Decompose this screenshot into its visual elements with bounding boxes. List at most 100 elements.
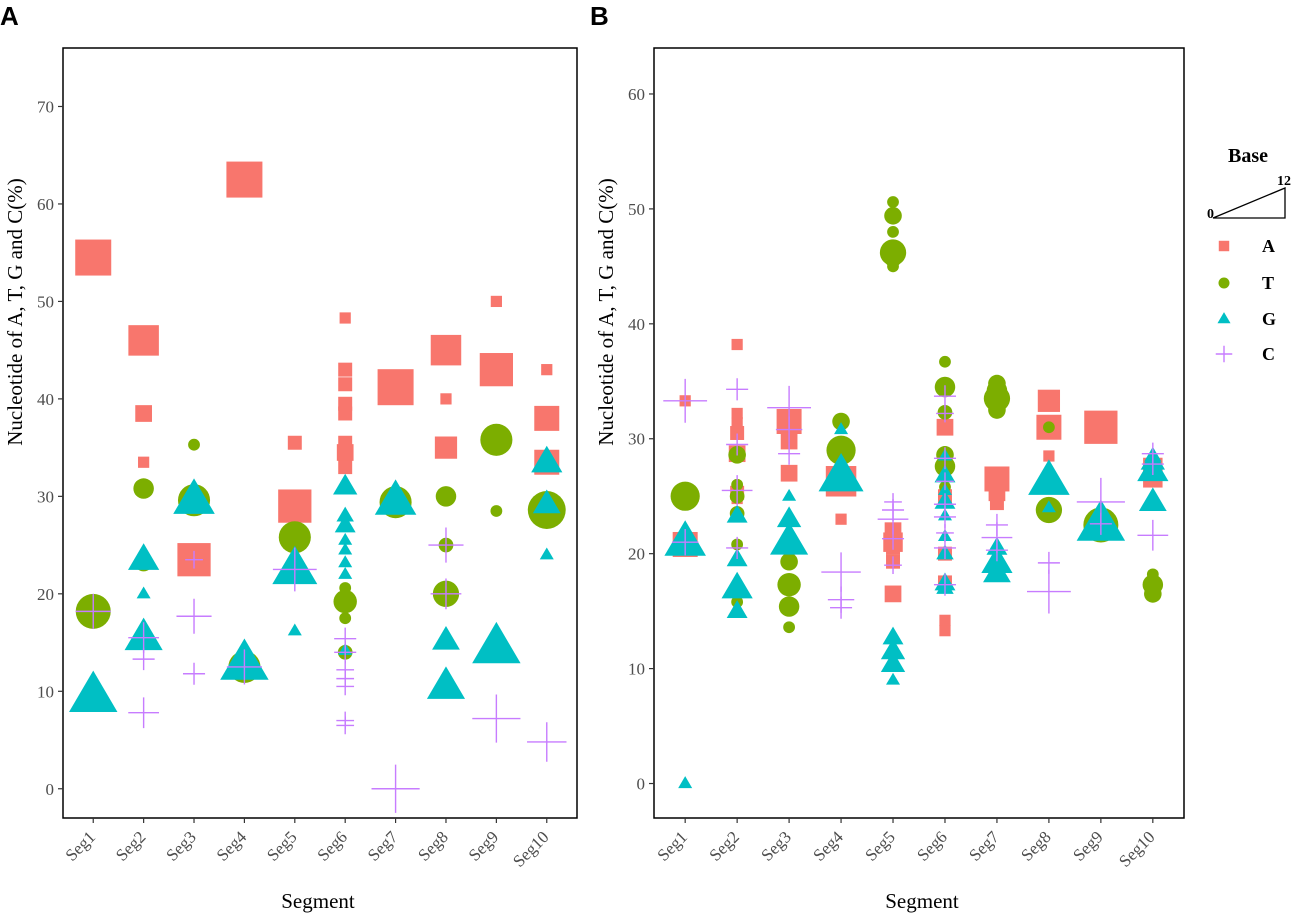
point-a-b: [884, 585, 902, 603]
point-t-a: [480, 423, 513, 456]
point-c-b: [1027, 569, 1071, 614]
x-axis-title-a: Segment: [281, 889, 355, 913]
point-a-a: [338, 406, 353, 421]
point-c-b: [663, 378, 708, 423]
x-tick-label: Seg2: [112, 827, 149, 864]
y-tick-label: 60: [628, 85, 645, 104]
point-a-a: [377, 369, 414, 406]
point-c-a: [128, 697, 160, 729]
point-c-a: [128, 622, 160, 654]
legend-key-t: [1218, 277, 1230, 289]
point-g-a: [338, 566, 353, 579]
point-g-a: [128, 543, 160, 570]
x-tick-label: Seg7: [364, 827, 402, 865]
point-t-b: [1146, 568, 1159, 581]
point-a-a: [339, 312, 351, 324]
point-a-a: [479, 353, 513, 387]
panel-a: 0 10 20 30 40 50 60 70 Seg1 Seg2 Seg3 Seg4 Seg5 Seg6…: [3, 47, 578, 913]
point-t-b: [777, 573, 801, 597]
point-c-b: [936, 524, 954, 542]
point-t-b: [884, 206, 902, 225]
point-c-b: [933, 573, 957, 596]
point-t-a: [188, 438, 200, 451]
point-g-a: [472, 621, 521, 664]
point-a-b: [731, 417, 743, 429]
point-c-a: [226, 649, 262, 685]
point-a-a: [138, 456, 150, 468]
point-g-b: [882, 626, 904, 645]
point-g-a: [374, 479, 417, 515]
y-tick-label: 40: [37, 390, 54, 409]
point-g-b: [1041, 500, 1056, 513]
point-g-a: [432, 625, 460, 650]
point-a-b: [1043, 450, 1055, 462]
point-a-b: [1084, 410, 1118, 444]
legend-label-c: C: [1262, 344, 1275, 364]
x-ticks-b: Seg1 Seg2 Seg3 Seg4 Seg5 Seg6 Seg7 Seg8 Seg9 Seg1…: [654, 818, 1159, 871]
point-g-b: [726, 504, 748, 523]
y-tick-label: 10: [628, 660, 645, 679]
point-g-a: [334, 514, 356, 533]
point-c-b: [726, 433, 749, 456]
point-t-b: [988, 374, 1006, 393]
point-a-a: [490, 295, 502, 308]
point-c-a: [336, 677, 355, 696]
x-tick-label: Seg10: [1115, 827, 1158, 870]
x-tick-label: Seg6: [913, 827, 950, 864]
point-g-b: [776, 506, 802, 528]
point-g-b: [721, 571, 753, 599]
point-c-b: [985, 513, 1008, 536]
point-t-a: [133, 478, 154, 499]
legend-key-g: [1217, 312, 1231, 324]
x-tick-label: Seg3: [162, 827, 199, 864]
y-tick-label: 50: [628, 200, 645, 219]
point-c-b: [726, 536, 749, 559]
point-a-b: [730, 426, 745, 440]
point-a-a: [278, 489, 312, 523]
point-c-b: [1037, 551, 1060, 574]
point-c-b: [671, 528, 699, 556]
legend-size-triangle: [1212, 187, 1286, 219]
point-c-a: [430, 578, 462, 610]
point-c-b: [936, 404, 954, 423]
point-c-b: [1141, 453, 1164, 476]
point-c-b: [778, 442, 801, 465]
panel-label-a: A: [0, 1, 19, 31]
point-t-b: [1043, 421, 1055, 434]
point-a-b: [731, 407, 743, 420]
y-tick-label: 0: [46, 780, 55, 799]
legend-label-a: A: [1262, 236, 1275, 256]
point-t-b: [887, 260, 899, 273]
point-t-a: [333, 589, 357, 614]
point-a-a: [430, 334, 462, 366]
point-c-a: [272, 547, 317, 592]
point-a-a: [128, 325, 159, 356]
point-c-a: [527, 722, 567, 762]
x-tick-label: Seg8: [414, 827, 451, 864]
point-a-a: [338, 460, 353, 475]
point-a-a: [338, 362, 353, 377]
x-tick-label: Seg1: [62, 827, 99, 864]
point-g-b: [678, 776, 693, 789]
point-c-a: [472, 694, 521, 743]
point-c-a: [176, 598, 212, 634]
point-a-b: [780, 464, 798, 482]
point-c-b: [726, 378, 749, 401]
panel-label-b: B: [590, 1, 609, 31]
point-t-b: [887, 225, 899, 238]
legend-title: Base: [1228, 145, 1268, 167]
x-tick-label: Seg5: [263, 827, 300, 864]
point-t-b: [670, 481, 700, 511]
point-c-b: [884, 556, 902, 575]
x-tick-label: Seg4: [809, 827, 847, 865]
point-c-b: [936, 472, 954, 491]
point-g-a: [338, 555, 353, 568]
point-a-b: [939, 614, 951, 626]
point-g-b: [1138, 487, 1167, 512]
point-g-a: [532, 489, 561, 514]
point-g-a: [338, 532, 353, 545]
x-tick-label: Seg9: [465, 827, 502, 864]
